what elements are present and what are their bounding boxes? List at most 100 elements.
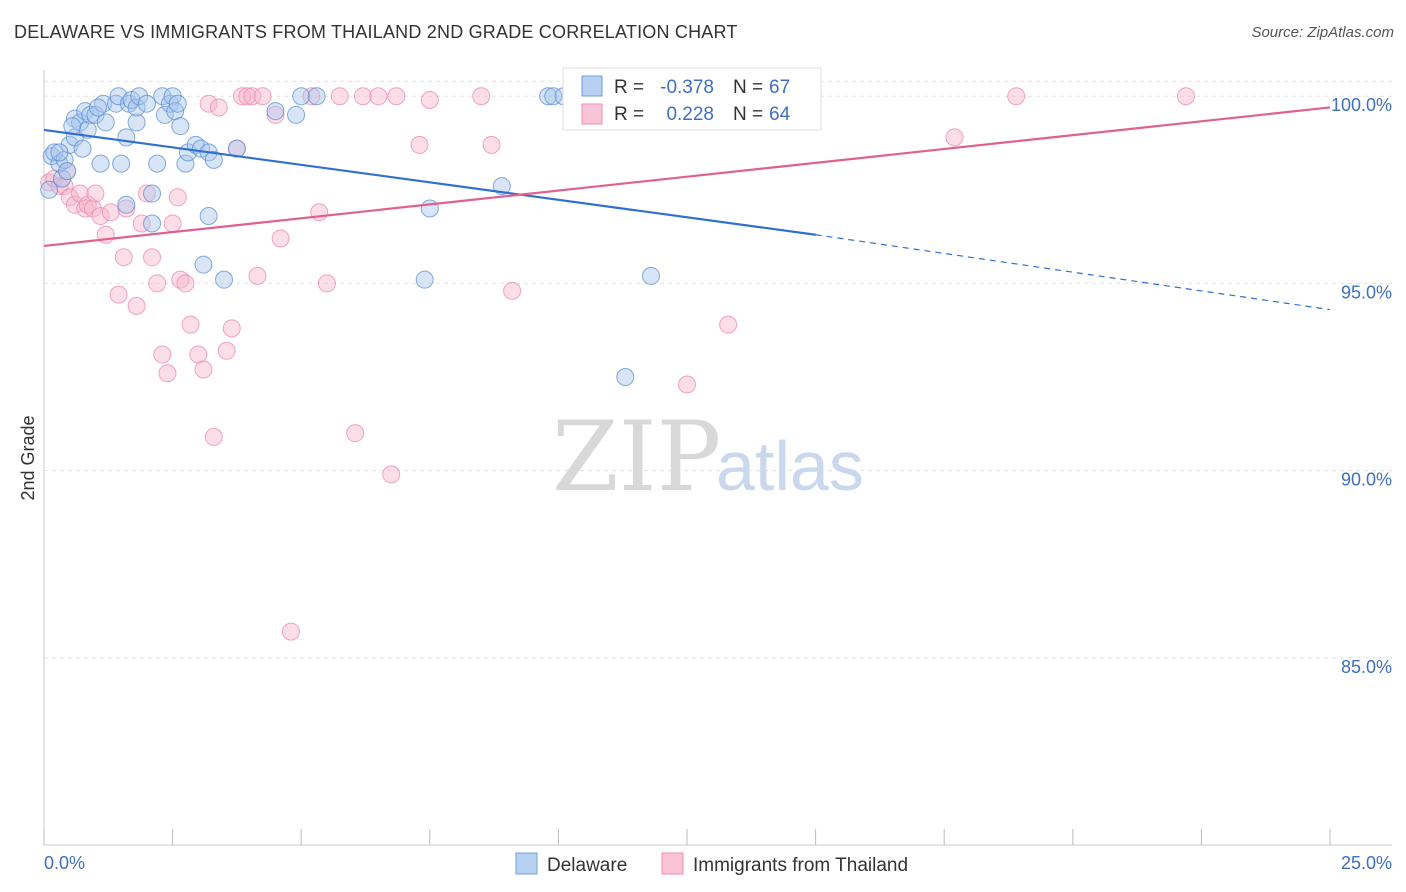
thailand-point	[248, 266, 267, 285]
thailand-point	[369, 87, 388, 106]
bottom-legend-thailand-label: Immigrants from Thailand	[693, 855, 908, 876]
delaware-point	[266, 102, 285, 121]
thailand-point	[137, 184, 156, 203]
thailand-point	[472, 87, 491, 106]
watermark: ZIP atlas	[552, 401, 864, 513]
thailand-point	[132, 214, 151, 233]
thailand-point	[189, 345, 208, 364]
thailand-point	[143, 248, 162, 267]
thailand-point	[209, 98, 228, 117]
thailand-n-label: N =	[733, 104, 763, 125]
thailand-point	[127, 296, 146, 315]
thailand-trendline	[43, 106, 1331, 248]
delaware-point	[544, 87, 563, 106]
thailand-point	[945, 128, 964, 147]
delaware-point	[50, 143, 69, 162]
delaware-point	[194, 255, 213, 274]
thailand-point	[222, 319, 241, 338]
x-ticks	[43, 829, 1331, 845]
thailand-point	[65, 195, 84, 214]
stats-legend-box	[562, 67, 822, 131]
x-tick-label-min: 0.0%	[44, 853, 85, 873]
thailand-point	[410, 135, 429, 154]
delaware-point	[58, 162, 77, 181]
chart-title: DELAWARE VS IMMIGRANTS FROM THAILAND 2ND…	[14, 22, 738, 42]
y-tick-label: 100.0%	[1331, 95, 1392, 115]
delaware-point	[307, 87, 326, 106]
delaware-point	[171, 117, 190, 136]
thailand-point	[353, 87, 372, 106]
thailand-point	[310, 203, 329, 222]
delaware-point	[143, 184, 162, 203]
thailand-point	[238, 87, 257, 106]
delaware-point	[176, 154, 195, 173]
delaware-point	[641, 266, 660, 285]
thailand-point	[719, 315, 738, 334]
delaware-legend-swatch	[581, 75, 603, 97]
thailand-point	[302, 87, 321, 106]
stats-legend: R = -0.378 N = 67 R = 0.228 N = 64	[562, 67, 822, 131]
thailand-point	[168, 188, 187, 207]
bottom-legend-delaware-label: Delaware	[547, 855, 627, 876]
delaware-trendline-extension	[815, 234, 1331, 311]
thailand-point	[163, 214, 182, 233]
bottom-legend: Delaware Immigrants from Thailand	[515, 852, 908, 876]
delaware-point	[117, 128, 136, 147]
y-tick-label: 90.0%	[1341, 470, 1392, 490]
delaware-point	[130, 87, 149, 106]
thailand-n-value: 64	[769, 104, 791, 125]
thailand-point	[1176, 87, 1195, 106]
delaware-point	[215, 270, 234, 289]
thailand-point	[148, 274, 167, 293]
thailand-point	[346, 424, 365, 443]
thailand-point	[482, 135, 501, 154]
delaware-point	[287, 105, 306, 124]
delaware-point	[492, 177, 511, 196]
thailand-point	[55, 177, 74, 196]
delaware-point	[420, 199, 439, 218]
thailand-point	[233, 87, 252, 106]
y-tick-labels: 85.0% 90.0% 95.0% 100.0%	[1331, 95, 1392, 677]
delaware-r-label: R =	[614, 77, 644, 98]
thailand-point	[114, 248, 133, 267]
delaware-point	[81, 105, 100, 124]
thailand-point	[91, 207, 110, 226]
thailand-point	[281, 622, 300, 641]
delaware-point	[292, 87, 311, 106]
delaware-point	[127, 113, 146, 132]
delaware-point	[45, 143, 64, 162]
thailand-point	[1007, 87, 1026, 106]
thailand-r-value: 0.228	[666, 104, 714, 125]
delaware-point	[616, 368, 635, 387]
thailand-point	[194, 360, 213, 379]
delaware-n-label: N =	[733, 77, 763, 98]
thailand-point	[176, 274, 195, 293]
y-tick-label: 95.0%	[1341, 282, 1392, 302]
delaware-point	[112, 154, 131, 173]
thailand-point	[50, 177, 69, 196]
delaware-point	[168, 94, 187, 113]
thailand-point	[117, 199, 136, 218]
bottom-legend-thailand-swatch	[661, 852, 684, 875]
delaware-point	[148, 154, 167, 173]
delaware-point	[137, 94, 156, 113]
thailand-point	[199, 94, 218, 113]
thailand-point	[382, 465, 401, 484]
y-axis-label: 2nd Grade	[18, 415, 38, 500]
delaware-n-value: 67	[769, 77, 790, 98]
bottom-legend-delaware-swatch	[515, 852, 538, 875]
source-credit: Source: ZipAtlas.com	[1251, 24, 1394, 41]
delaware-point	[415, 270, 434, 289]
thailand-point	[253, 87, 272, 106]
delaware-point	[539, 87, 558, 106]
thailand-point	[83, 199, 102, 218]
thailand-points	[40, 87, 1195, 641]
thailand-point	[266, 105, 285, 124]
thailand-r-label: R =	[614, 104, 644, 125]
delaware-point	[153, 87, 172, 106]
thailand-point	[420, 90, 439, 109]
delaware-point	[199, 207, 218, 226]
trendlines	[43, 106, 1331, 311]
thailand-point	[271, 229, 290, 248]
delaware-point	[155, 105, 174, 124]
